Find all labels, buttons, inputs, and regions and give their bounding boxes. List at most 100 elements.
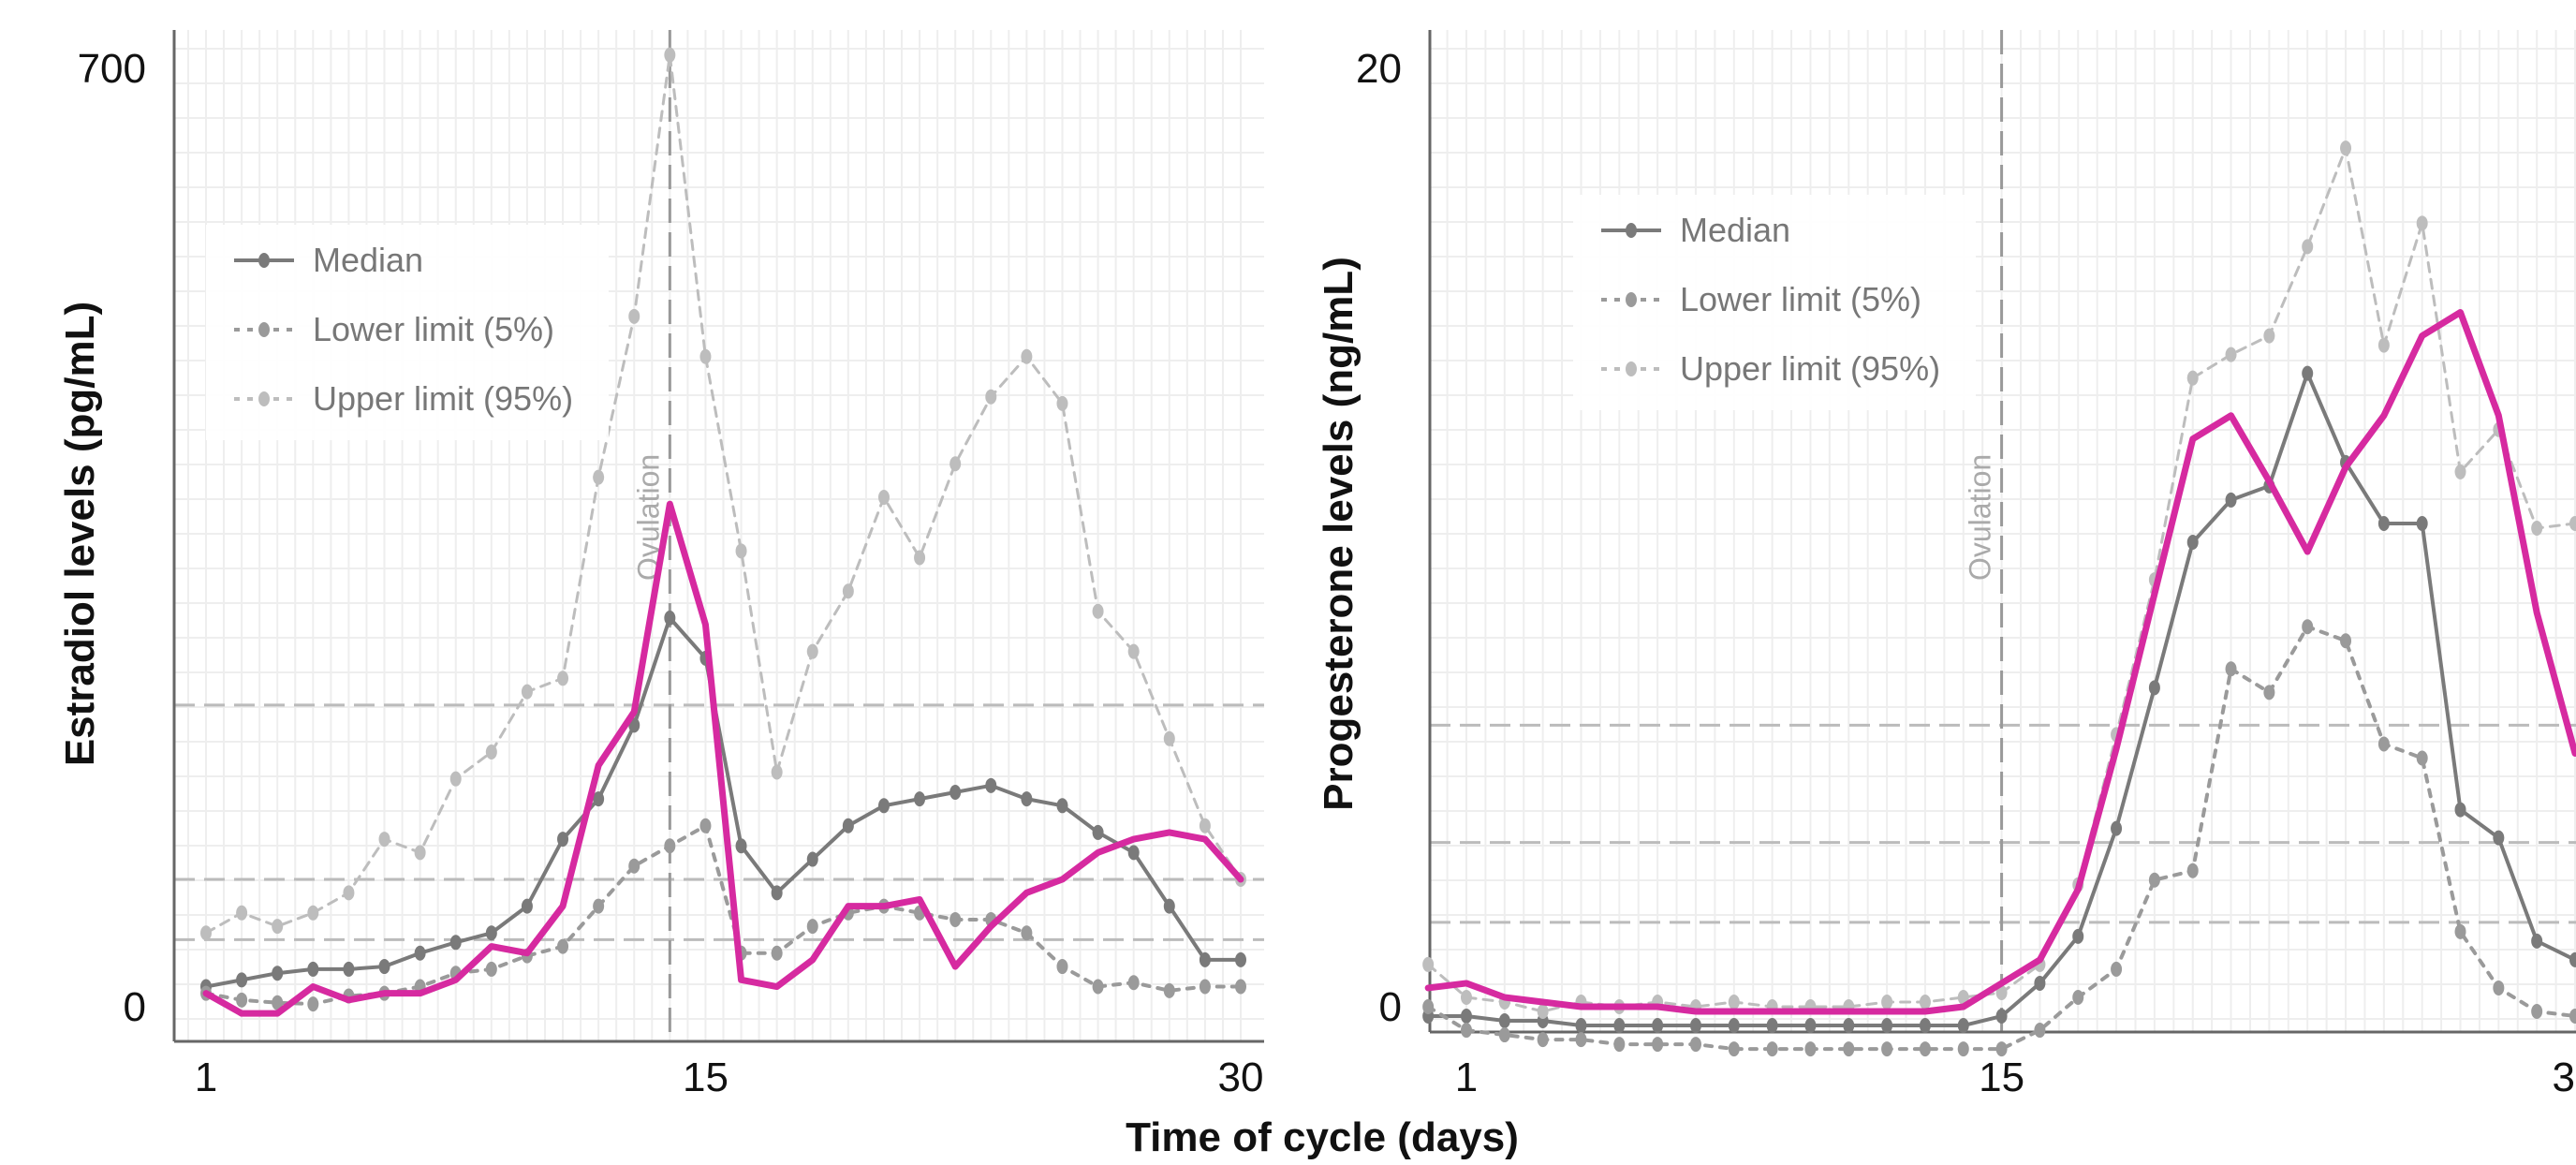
data-point-lower: [2111, 961, 2123, 977]
data-point-upper: [1021, 348, 1033, 364]
data-point-upper: [1461, 989, 1472, 1005]
data-point-upper: [1537, 1004, 1549, 1020]
data-point-upper: [1422, 956, 1435, 972]
data-point-median: [557, 832, 569, 848]
data-point-median: [1652, 1018, 1664, 1034]
data-point-lower: [2454, 923, 2466, 939]
data-point-median: [1056, 798, 1068, 814]
data-point-upper: [236, 905, 248, 921]
x-tick-label: 30: [1218, 1054, 1264, 1100]
data-point-lower: [2034, 1023, 2046, 1039]
data-point-median: [1127, 845, 1140, 861]
data-point-upper: [593, 469, 605, 485]
data-point-lower: [2263, 685, 2275, 700]
data-point-median: [2225, 492, 2237, 508]
data-point-median: [664, 610, 676, 626]
data-point-upper: [1127, 643, 1140, 659]
data-point-lower: [485, 961, 497, 977]
data-point-median: [914, 791, 926, 807]
data-point-median: [1995, 1009, 2008, 1025]
data-point-upper: [2263, 328, 2275, 344]
data-point-median: [1575, 1018, 1587, 1034]
grid: [174, 30, 1264, 1041]
data-point-median: [2377, 515, 2390, 531]
data-point-lower: [1537, 1032, 1549, 1048]
data-point-lower: [628, 858, 640, 874]
data-point-median: [1689, 1018, 1701, 1034]
data-point-median: [1804, 1018, 1817, 1034]
data-point-lower: [307, 996, 319, 1012]
x-tick-label: 15: [1979, 1054, 2024, 1100]
data-point-lower: [1422, 999, 1435, 1014]
legend-marker-median: [258, 253, 270, 268]
data-point-upper: [877, 490, 890, 506]
data-point-lower: [1613, 1037, 1626, 1053]
data-point-lower: [1199, 979, 1211, 995]
data-point-lower: [1235, 979, 1246, 995]
data-point-median: [1881, 1018, 1893, 1034]
data-point-upper: [1728, 994, 1740, 1010]
legend-label-median: Median: [313, 241, 423, 279]
data-point-lower: [949, 911, 962, 927]
data-point-median: [806, 851, 818, 867]
data-point-median: [1021, 791, 1033, 807]
data-point-upper: [1163, 730, 1175, 746]
data-point-lower: [1843, 1041, 1855, 1057]
data-point-upper: [485, 745, 497, 760]
data-point-lower: [2302, 619, 2314, 635]
data-point-upper: [521, 684, 533, 700]
legend-label-upper: Upper limit (95%): [1680, 349, 1940, 388]
data-point-lower: [1919, 1041, 1931, 1057]
data-point-upper: [664, 47, 676, 63]
data-point-lower: [1804, 1041, 1817, 1057]
data-point-median: [1843, 1018, 1855, 1034]
data-point-lower: [1881, 1041, 1893, 1057]
y-tick-label: 0: [1379, 984, 1402, 1030]
series-line-upper: [204, 53, 1243, 935]
series-line-median: [204, 615, 1243, 989]
data-point-median: [1613, 1018, 1626, 1034]
data-point-lower: [593, 898, 605, 914]
series-line-lower: [204, 823, 1243, 1007]
data-point-median: [1199, 951, 1211, 967]
data-point-upper: [842, 583, 854, 599]
legend-label-lower: Lower limit (5%): [1680, 280, 1921, 318]
data-point-median: [378, 959, 390, 975]
data-point-median: [414, 945, 426, 961]
y-axis-title: Estradiol levels (pg/mL): [57, 302, 103, 766]
data-point-lower: [2186, 863, 2199, 878]
data-point-lower: [2377, 736, 2390, 752]
data-point-lower: [2225, 661, 2237, 677]
data-point-median: [1092, 824, 1104, 840]
data-point-median: [2072, 928, 2084, 944]
data-point-lower: [236, 992, 248, 1008]
data-point-upper: [2225, 347, 2237, 362]
data-point-median: [735, 838, 747, 854]
data-point-median: [272, 966, 284, 981]
data-point-upper: [771, 764, 783, 780]
data-point-upper: [2377, 337, 2390, 353]
data-point-median: [485, 925, 497, 941]
legend-marker-lower: [1626, 292, 1637, 307]
x-axis-title: Time of cycle (days): [1126, 1114, 1519, 1160]
data-point-upper: [2531, 520, 2543, 536]
data-point-upper: [2302, 239, 2314, 255]
data-point-upper: [1957, 989, 1969, 1005]
data-point-median: [2302, 365, 2314, 381]
data-point-median: [307, 961, 319, 977]
data-point-lower: [1728, 1041, 1740, 1057]
y-tick-label: 20: [1356, 46, 1402, 92]
data-point-lower: [1957, 1041, 1969, 1057]
legend-label-upper: Upper limit (95%): [313, 379, 573, 418]
data-point-median: [1163, 898, 1175, 914]
data-point-median: [2186, 535, 2199, 551]
data-point-median: [2111, 820, 2123, 836]
data-point-upper: [735, 543, 747, 559]
data-point-lower: [557, 938, 569, 954]
data-point-upper: [414, 845, 426, 861]
data-point-lower: [1021, 925, 1033, 941]
data-point-median: [449, 935, 462, 951]
data-point-upper: [1092, 603, 1104, 619]
data-point-upper: [1995, 984, 2008, 1000]
